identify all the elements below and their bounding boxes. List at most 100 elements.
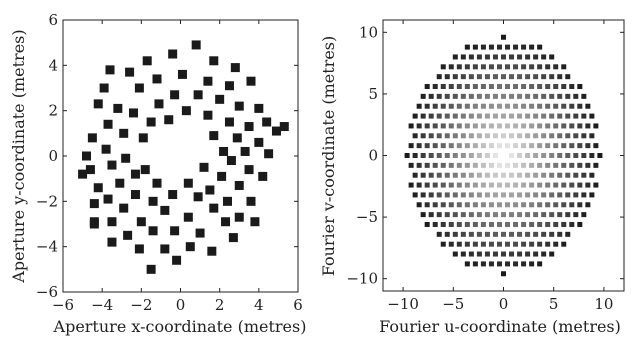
fourier-point	[565, 114, 570, 119]
fourier-point	[537, 45, 542, 50]
fourier-point	[457, 104, 462, 109]
aperture-y-tick-label: −2	[36, 192, 58, 210]
aperture-point	[264, 149, 273, 158]
fourier-point	[569, 183, 574, 188]
fourier-point	[449, 183, 454, 188]
fourier-y-tick-label: 5	[368, 85, 378, 103]
aperture-point	[168, 190, 177, 199]
fourier-point	[549, 114, 554, 119]
fourier-point	[585, 163, 590, 168]
fourier-point	[405, 153, 410, 158]
fourier-point	[537, 242, 542, 247]
fourier-x-tick-label: 0	[499, 295, 509, 313]
fourier-point	[553, 222, 558, 227]
fourier-point	[593, 183, 598, 188]
fourier-point	[533, 74, 538, 79]
fourier-point	[457, 64, 462, 69]
fourier-point	[493, 114, 498, 119]
fourier-point	[573, 133, 578, 138]
fourier-point	[433, 222, 438, 227]
fourier-point	[485, 153, 490, 158]
fourier-point	[505, 202, 510, 207]
fourier-point	[477, 212, 482, 217]
fourier-point	[457, 123, 462, 128]
fourier-point	[549, 252, 554, 257]
aperture-point	[131, 170, 140, 179]
fourier-point	[525, 133, 530, 138]
fourier-point	[441, 242, 446, 247]
fourier-point	[529, 143, 534, 148]
fourier-point	[581, 153, 586, 158]
aperture-y-tick-label: 4	[48, 56, 58, 74]
fourier-point	[437, 94, 442, 99]
fourier-point	[489, 242, 494, 247]
fourier-point	[581, 192, 586, 197]
aperture-point	[119, 129, 128, 138]
fourier-point	[473, 242, 478, 247]
fourier-point	[557, 114, 562, 119]
fourier-point	[481, 104, 486, 109]
fourier-point	[513, 84, 518, 89]
fourier-point	[493, 54, 498, 59]
fourier-point	[473, 222, 478, 227]
aperture-point	[184, 179, 193, 188]
fourier-point	[429, 94, 434, 99]
fourier-point	[429, 114, 434, 119]
fourier-point	[565, 153, 570, 158]
fourier-point	[449, 64, 454, 69]
fourier-point	[477, 74, 482, 79]
aperture-point	[250, 217, 259, 226]
fourier-point	[485, 133, 490, 138]
fourier-point	[477, 94, 482, 99]
fourier-point	[561, 123, 566, 128]
fourier-point	[513, 261, 518, 266]
fourier-point	[485, 74, 490, 79]
fourier-x-tick-label: 5	[549, 295, 559, 313]
fourier-point	[589, 133, 594, 138]
fourier-point	[433, 163, 438, 168]
fourier-point	[425, 183, 430, 188]
fourier-point	[509, 232, 514, 237]
fourier-point	[565, 192, 570, 197]
fourier-point	[533, 252, 538, 257]
fourier-point	[481, 261, 486, 266]
fourier-point	[489, 64, 494, 69]
fourier-point	[465, 104, 470, 109]
fourier-point	[469, 212, 474, 217]
aperture-x-tick-label: −2	[130, 296, 152, 314]
fourier-point	[553, 84, 558, 89]
fourier-point	[433, 123, 438, 128]
fourier-point	[561, 64, 566, 69]
fourier-point	[481, 242, 486, 247]
fourier-x-axis-label: Fourier u-coordinate (metres)	[379, 317, 621, 336]
fourier-point	[425, 222, 430, 227]
fourier-point	[561, 143, 566, 148]
fourier-point	[573, 94, 578, 99]
fourier-point	[489, 202, 494, 207]
fourier-point	[485, 212, 490, 217]
fourier-point	[529, 163, 534, 168]
fourier-point	[537, 143, 542, 148]
fourier-point	[489, 143, 494, 148]
aperture-x-tick-label: 6	[293, 296, 303, 314]
fourier-point	[469, 173, 474, 178]
fourier-point	[433, 202, 438, 207]
fourier-point	[437, 133, 442, 138]
aperture-x-tick-label: −4	[91, 296, 113, 314]
fourier-point	[573, 153, 578, 158]
fourier-point	[549, 74, 554, 79]
fourier-point	[417, 143, 422, 148]
fourier-point	[481, 143, 486, 148]
aperture-point	[225, 118, 234, 127]
fourier-point	[549, 173, 554, 178]
aperture-point	[186, 242, 195, 251]
fourier-point	[509, 212, 514, 217]
aperture-point	[209, 131, 218, 140]
aperture-point	[235, 181, 244, 190]
fourier-point	[433, 183, 438, 188]
fourier-point	[505, 64, 510, 69]
fourier-point	[445, 133, 450, 138]
fourier-point	[549, 153, 554, 158]
fourier-point	[485, 192, 490, 197]
fourier-point	[453, 192, 458, 197]
